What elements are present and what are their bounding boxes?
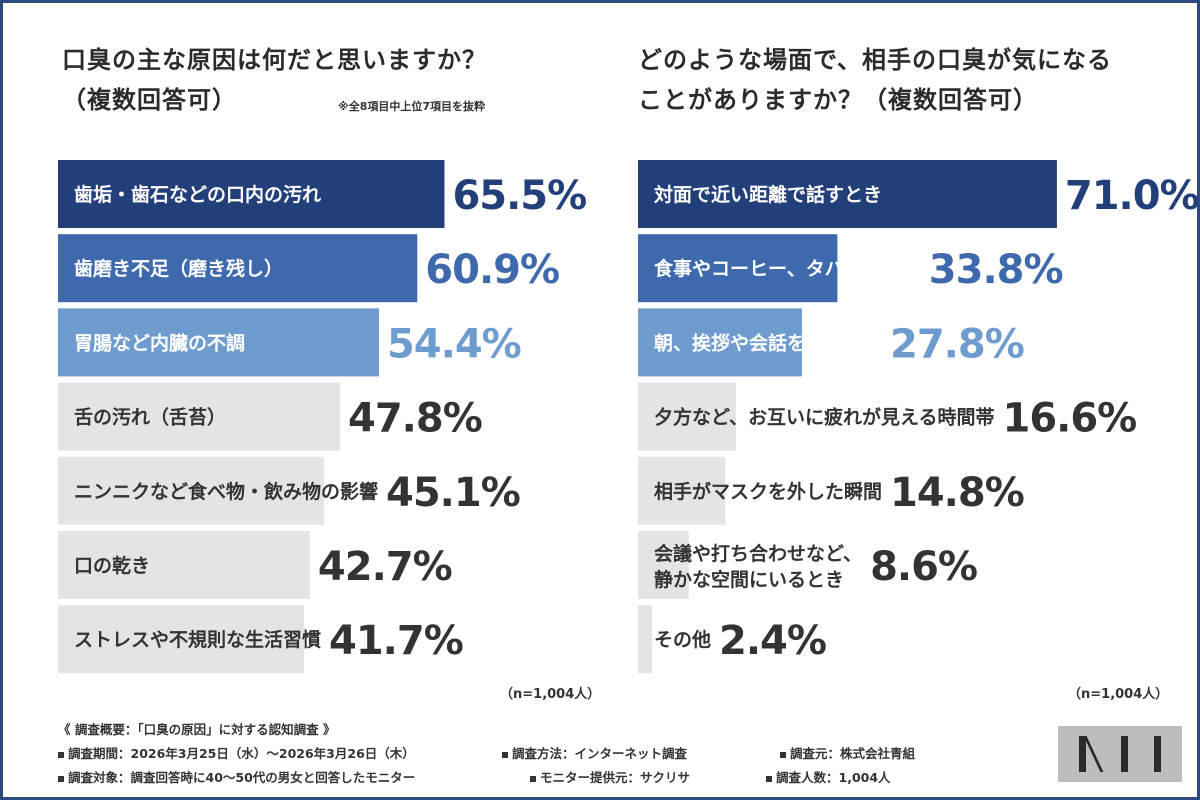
- survey-provider: モニター提供元：サクリサ: [530, 767, 690, 786]
- bullet-icon: [502, 751, 508, 758]
- right-bar-4: [638, 382, 736, 451]
- left-value-label-6: 42.7%: [318, 544, 452, 590]
- left-sample-size: （n=1,004人）: [500, 687, 601, 702]
- company-logo: [1058, 726, 1182, 782]
- right-bar-5: [638, 456, 726, 525]
- right-value-label-2: 33.8%: [929, 247, 1063, 293]
- left-bar-6: [58, 531, 310, 599]
- right-category-label-6: 会議や打ち合わせなど、静かな空間にいるとき: [654, 542, 862, 591]
- left-category-label-4: 舌の汚れ（舌苔）: [74, 406, 226, 429]
- bullet-icon: [766, 775, 772, 782]
- left-value-label-3: 54.4%: [387, 321, 521, 367]
- left-bar-1: [58, 160, 445, 228]
- survey-provider-text: モニター提供元：サクリサ: [540, 770, 691, 785]
- right-bar-chart: 対面で近い距離で話すとき 71.0% 食事やコーヒー、タバコの直後 33.8% 朝、挨拶…: [638, 160, 1200, 674]
- right-category-label-7: その他: [654, 628, 711, 651]
- survey-target-text: 調査対象：調査回答時に40～50代の男女と回答したモニター: [68, 770, 416, 785]
- survey-source: 調査元：株式会社青組: [780, 743, 915, 762]
- survey-method-text: 調査方法：インターネット調査: [512, 746, 688, 761]
- survey-count-text: 調査人数：1,004人: [776, 770, 891, 785]
- right-value-label-7: 2.4%: [719, 618, 826, 664]
- right-bar-1: [638, 160, 1057, 228]
- bullet-icon: [58, 775, 64, 782]
- left-bar-7: [58, 605, 305, 674]
- logo-mark-icon: [1079, 736, 1161, 772]
- right-category-label-5: 相手がマスクを外した瞬間: [654, 480, 882, 503]
- right-sample-size: （n=1,004人）: [1068, 687, 1169, 702]
- left-chart-title-line2: （複数回答可）: [62, 86, 237, 114]
- survey-count: 調査人数：1,004人: [766, 767, 891, 786]
- right-chart-title-line2: ことがありますか？（複数回答可）: [638, 86, 1038, 114]
- left-bar-5: [58, 456, 325, 525]
- left-value-label-1: 65.5%: [452, 173, 586, 219]
- survey-heading: 《 調査概要：「口臭の原因」に対する認知調査 》: [58, 722, 336, 737]
- right-value-label-6: 8.6%: [870, 544, 977, 590]
- left-bar-4: [58, 382, 341, 451]
- right-category-label-3: 朝、挨拶や会話をするとき: [654, 331, 882, 354]
- left-category-label-3: 胃腸など内臓の不調: [74, 331, 245, 354]
- survey-method: 調査方法：インターネット調査: [502, 743, 687, 762]
- right-value-label-5: 14.8%: [890, 470, 1024, 516]
- bullet-icon: [780, 751, 786, 758]
- left-bar-2: [58, 234, 418, 303]
- left-value-label-4: 47.8%: [348, 396, 482, 442]
- left-bar-3: [58, 308, 379, 377]
- left-category-label-2: 歯磨き不足（磨き残し）: [74, 257, 283, 280]
- left-value-label-5: 45.1%: [386, 470, 520, 516]
- left-category-label-7: ストレスや不規則な生活習慣: [74, 628, 321, 651]
- survey-target: 調査対象：調査回答時に40～50代の男女と回答したモニター: [58, 767, 415, 786]
- right-bar-6: [638, 531, 689, 599]
- bullet-icon: [58, 751, 64, 758]
- right-value-label-4: 16.6%: [1002, 396, 1136, 442]
- right-value-label-1: 71.0%: [1065, 173, 1199, 219]
- survey-period-text: 調査期間：2026年3月25日（水）～2026年3月26日（木）: [68, 746, 415, 761]
- left-category-label-5: ニンニクなど食べ物・飲み物の影響: [74, 480, 378, 503]
- right-category-label-4: 夕方など、お互いに疲れが見える時間帯: [654, 406, 994, 429]
- survey-source-text: 調査元：株式会社青組: [790, 746, 916, 761]
- left-chart-note: ※全8項目中上位7項目を抜粋: [338, 100, 486, 113]
- bullet-icon: [530, 775, 536, 782]
- survey-period: 調査期間：2026年3月25日（水）～2026年3月26日（木）: [58, 743, 415, 762]
- right-value-label-3: 27.8%: [890, 321, 1024, 367]
- right-chart-title-line1: どのような場面で、相手の口臭が気になる: [638, 46, 1113, 74]
- right-bar-7: [638, 605, 653, 674]
- left-chart-title-line1: 口臭の主な原因は何だと思いますか？: [62, 46, 487, 74]
- right-bar-2: [638, 234, 838, 303]
- left-category-label-1: 歯垢・歯石などの口内の汚れ: [74, 183, 321, 206]
- left-value-label-7: 41.7%: [329, 618, 463, 664]
- right-category-label-2: 食事やコーヒー、タバコの直後: [654, 257, 921, 280]
- left-value-label-2: 60.9%: [425, 247, 559, 293]
- left-bar-chart: 歯垢・歯石などの口内の汚れ 65.5% 歯磨き不足（磨き残し） 60.9% 胃腸など内臓…: [58, 160, 587, 674]
- right-category-label-1: 対面で近い距離で話すとき: [653, 183, 882, 206]
- right-bar-3: [638, 308, 803, 377]
- left-category-label-6: 口の乾き: [74, 554, 150, 577]
